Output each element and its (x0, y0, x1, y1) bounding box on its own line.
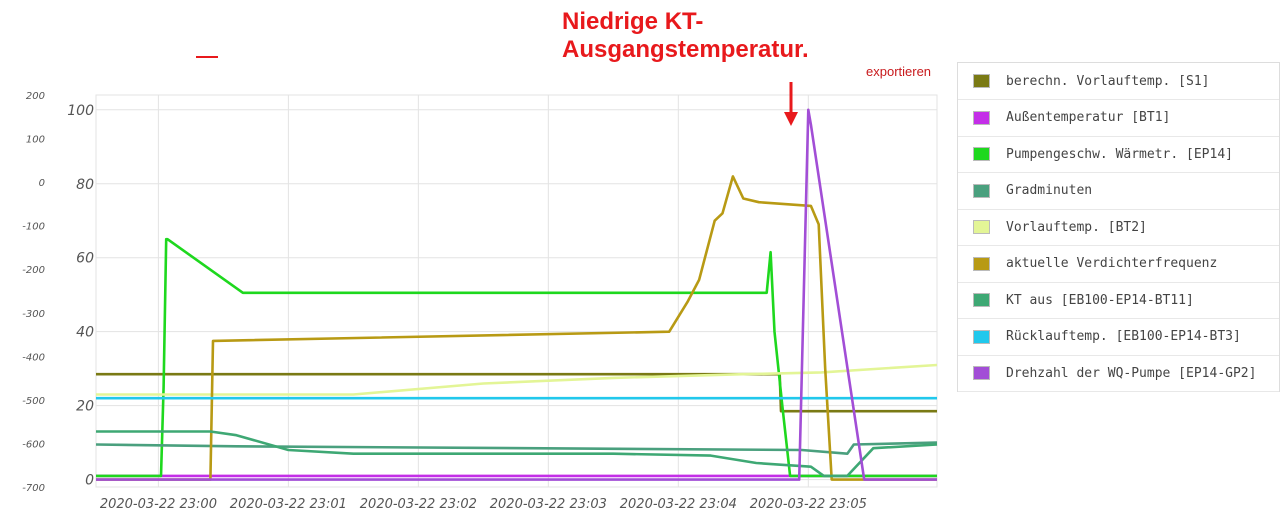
y-left-tick-label: 100 (26, 135, 45, 146)
plot-border (95, 94, 938, 488)
annotation-line2: Ausgangstemperatur. (562, 36, 809, 63)
y-left-tick-label: -600 (22, 439, 45, 450)
annotation-line1: Niedrige KT- (562, 8, 704, 35)
y-left-tick-label: 200 (26, 91, 45, 102)
legend-item[interactable]: Pumpengeschw. Wärmetr. [EP14] (958, 136, 1279, 173)
y-left-tick-label: -500 (22, 396, 45, 407)
series-line-4 (95, 441, 938, 455)
grid (95, 94, 938, 488)
y-left-tick-label: -700 (22, 483, 45, 494)
series-line-9 (96, 108, 937, 481)
y-right-tick-label: 60 (76, 251, 94, 267)
series-line-5 (96, 363, 938, 396)
y-right-tick-label: 100 (67, 103, 94, 119)
legend-label: Vorlauftemp. [BT2] (1006, 219, 1147, 235)
x-tick-label: 2020-03-22 23:02 (360, 497, 477, 512)
legend-label: Rücklauftemp. [EB100-EP14-BT3] (1006, 329, 1241, 344)
legend-label: Außentemperatur [BT1] (1006, 110, 1171, 125)
annotation-arrow (784, 82, 798, 126)
legend-swatch (973, 147, 990, 161)
legend-label: KT aus [EB100-EP14-BT11] (1006, 292, 1194, 308)
y-axis-right: 100 80 60 40 20 0 (67, 103, 94, 489)
x-tick-label: 2020-03-22 23:05 (750, 497, 867, 512)
x-tick-label: 2020-03-22 23:04 (620, 497, 737, 512)
y-left-tick-label: -300 (22, 309, 45, 320)
legend-swatch (973, 329, 990, 344)
legend-item[interactable]: Gradminuten (958, 173, 1279, 210)
y-left-tick-label: 0 (39, 178, 45, 189)
legend-item[interactable]: Vorlauftemp. [BT2] (958, 209, 1279, 246)
legend-label: berechn. Vorlauftemp. [S1] (1006, 73, 1210, 89)
legend-swatch (973, 220, 990, 234)
legend-swatch (973, 74, 990, 88)
legend-swatch (973, 293, 990, 307)
legend-item[interactable]: Drehzahl der WQ-Pumpe [EP14-GP2] (958, 355, 1279, 392)
annotation-text: Niedrige KT- Ausgangstemperatur. (562, 8, 809, 64)
x-tick-label: 2020-03-22 23:01 (230, 497, 347, 512)
y-axis-left: 200 100 0 -100 -200 -300 -400 -500 -600 -700 (22, 91, 45, 494)
legend-label: Drehzahl der WQ-Pumpe [EP14-GP2] (1006, 365, 1257, 381)
x-axis: 2020-03-22 23:00 2020-03-22 23:01 2020-03-… (100, 497, 867, 512)
y-right-tick-label: 80 (76, 177, 94, 193)
legend-swatch (973, 366, 990, 380)
x-tick-label: 2020-03-22 23:03 (490, 497, 607, 512)
legend-item[interactable]: aktuelle Verdichterfrequenz (958, 246, 1279, 283)
y-left-tick-label: -400 (22, 352, 45, 363)
legend-swatch (973, 183, 990, 198)
legend-label: Pumpengeschw. Wärmetr. [EP14] (1006, 146, 1233, 162)
legend: berechn. Vorlauftemp. [S1] Außentemperatu… (957, 62, 1280, 392)
legend-label: Gradminuten (1006, 183, 1093, 198)
legend-item[interactable]: Außentemperatur [BT1] (958, 100, 1279, 137)
legend-item[interactable]: Rücklauftemp. [EB100-EP14-BT3] (958, 319, 1279, 356)
legend-item[interactable]: KT aus [EB100-EP14-BT11] (958, 282, 1279, 319)
y-right-tick-label: 0 (85, 473, 94, 489)
legend-item[interactable]: berechn. Vorlauftemp. [S1] (958, 63, 1279, 100)
y-right-tick-label: 40 (76, 325, 94, 341)
series-group (95, 108, 938, 481)
x-tick-label: 2020-03-22 23:00 (100, 497, 217, 512)
series-line-6 (96, 175, 937, 481)
legend-swatch (973, 256, 990, 271)
y-right-tick-label: 20 (76, 399, 94, 415)
series-line-3 (96, 237, 937, 478)
y-left-tick-label: -200 (22, 265, 45, 276)
series-line-7 (96, 430, 938, 478)
y-left-tick-label: -100 (22, 222, 45, 233)
export-link[interactable]: exportieren (866, 64, 932, 79)
red-mark (196, 56, 218, 58)
legend-swatch (973, 110, 990, 125)
legend-label: aktuelle Verdichterfrequenz (1006, 256, 1218, 271)
